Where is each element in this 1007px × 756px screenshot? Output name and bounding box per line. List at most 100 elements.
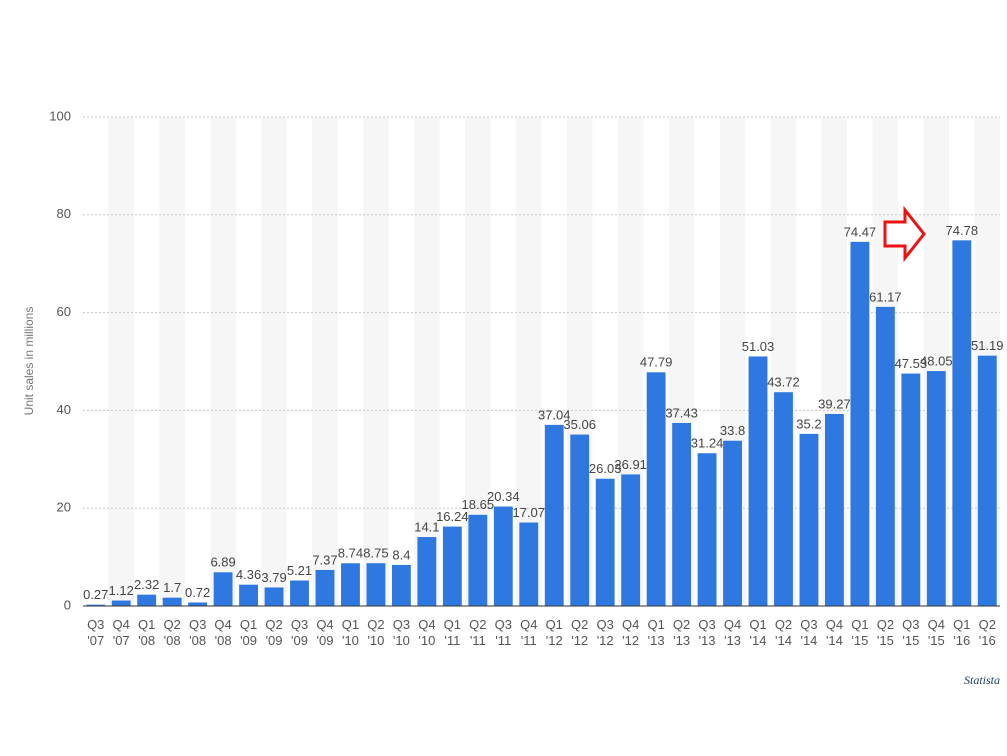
x-tick-label-line: Q3 — [495, 617, 512, 632]
bar — [137, 594, 157, 606]
value-label: 14.1 — [414, 519, 439, 534]
x-tick-label-line: Q3 — [291, 617, 308, 632]
value-label: 35.2 — [796, 416, 821, 431]
y-tick-label: 80 — [57, 206, 71, 221]
value-label: 4.36 — [236, 567, 261, 582]
bar — [621, 474, 641, 606]
x-tick-label-line: '15 — [902, 633, 919, 648]
x-tick-label-line: Q3 — [698, 617, 715, 632]
x-tick-label-line: '14 — [800, 633, 817, 648]
value-label: 43.72 — [767, 375, 800, 390]
x-tick-label: Q3'10 — [393, 617, 410, 648]
bar — [417, 537, 437, 606]
bar — [519, 522, 539, 606]
x-tick-label-line: Q1 — [647, 617, 664, 632]
bar — [86, 604, 106, 606]
x-tick-label-line: Q1 — [953, 617, 970, 632]
bar — [188, 602, 208, 606]
x-tick-label-line: Q2 — [469, 617, 486, 632]
x-tick-label: Q1'14 — [749, 617, 766, 648]
x-tick-label-line: '14 — [775, 633, 792, 648]
x-tick-label: Q3'09 — [291, 617, 308, 648]
x-tick-label-line: '11 — [521, 633, 537, 648]
bar — [341, 563, 360, 606]
x-tick-label: Q4'08 — [214, 617, 231, 648]
x-tick-label-line: Q4 — [724, 617, 741, 632]
x-tick-label-line: '16 — [979, 633, 996, 648]
x-tick-label: Q3'07 — [87, 617, 104, 648]
bar — [825, 413, 844, 606]
x-tick-label-line: '10 — [418, 633, 435, 648]
bar — [111, 600, 131, 606]
x-tick-label-line: Q1 — [138, 617, 155, 632]
y-tick-label: 20 — [57, 500, 71, 515]
x-tick-label: Q2'09 — [265, 617, 282, 648]
x-tick-label: Q3'11 — [495, 617, 512, 648]
x-tick-label: Q2'11 — [469, 617, 486, 648]
bar — [748, 356, 768, 606]
column-stripe — [108, 117, 134, 606]
x-tick-label: Q4'13 — [724, 617, 741, 648]
bar — [875, 306, 895, 606]
value-label: 20.34 — [487, 489, 520, 504]
x-tick-label-line: Q2 — [367, 617, 384, 632]
value-label: 0.27 — [83, 587, 108, 602]
x-tick-label-line: '15 — [928, 633, 945, 648]
value-label: 61.17 — [869, 289, 902, 304]
x-tick-label: Q1'08 — [138, 617, 155, 648]
x-tick-label: Q3'15 — [902, 617, 919, 648]
x-tick-label: Q4'14 — [826, 617, 843, 648]
value-label: 0.72 — [185, 585, 210, 600]
bar — [162, 597, 182, 606]
value-label: 1.7 — [163, 580, 181, 595]
value-label: 37.43 — [665, 405, 698, 420]
x-tick-label-line: '10 — [342, 633, 359, 648]
x-tick-label-line: Q1 — [342, 617, 359, 632]
bar — [723, 440, 742, 606]
value-label: 5.21 — [287, 563, 312, 578]
value-label: 47.53 — [895, 356, 928, 371]
bar — [213, 572, 233, 606]
x-tick-label-line: Q1 — [444, 617, 461, 632]
x-tick-label-line: Q3 — [87, 617, 104, 632]
value-label: 6.89 — [210, 555, 235, 570]
value-label: 17.07 — [512, 505, 545, 520]
x-tick-label-line: '09 — [266, 633, 283, 648]
bar — [493, 506, 513, 606]
x-tick-label-line: '08 — [138, 633, 155, 648]
plot-area: 0204060801000.27Q3'071.12Q4'072.32Q1'081… — [49, 108, 1003, 648]
x-tick-label-line: '11 — [470, 633, 486, 648]
bar — [468, 514, 488, 606]
x-tick-label-line: Q3 — [393, 617, 410, 632]
x-tick-label-line: '13 — [673, 633, 690, 648]
x-tick-label-line: Q4 — [622, 617, 639, 632]
value-label: 18.65 — [462, 497, 495, 512]
value-label: 31.24 — [691, 436, 724, 451]
x-tick-label-line: '07 — [87, 633, 104, 648]
x-tick-label-line: '12 — [571, 633, 588, 648]
x-tick-label-line: Q2 — [775, 617, 792, 632]
x-tick-label: Q2'15 — [877, 617, 894, 648]
y-tick-label: 40 — [57, 402, 71, 417]
y-axis-label: Unit sales in millions — [22, 307, 36, 416]
x-tick-label: Q4'12 — [622, 617, 639, 648]
y-tick-label: 100 — [49, 108, 71, 123]
x-tick-label-line: Q2 — [877, 617, 894, 632]
x-tick-label-line: Q3 — [800, 617, 817, 632]
x-tick-label-line: '09 — [240, 633, 257, 648]
x-tick-label-line: '13 — [724, 633, 741, 648]
x-tick-label-line: Q3 — [902, 617, 919, 632]
value-label: 26.91 — [614, 457, 647, 472]
x-tick-label-line: '10 — [393, 633, 410, 648]
value-label: 48.05 — [920, 353, 953, 368]
y-tick-label: 60 — [57, 304, 71, 319]
x-tick-label-line: '09 — [317, 633, 334, 648]
x-tick-label: Q1'15 — [851, 617, 868, 648]
x-tick-label: Q4'09 — [316, 617, 333, 648]
value-label: 74.47 — [844, 224, 877, 239]
bar — [774, 392, 793, 606]
x-tick-label-line: Q1 — [546, 617, 563, 632]
x-tick-label-line: '12 — [546, 633, 563, 648]
x-tick-label: Q2'14 — [775, 617, 792, 648]
credit: Statista — [964, 673, 1000, 687]
